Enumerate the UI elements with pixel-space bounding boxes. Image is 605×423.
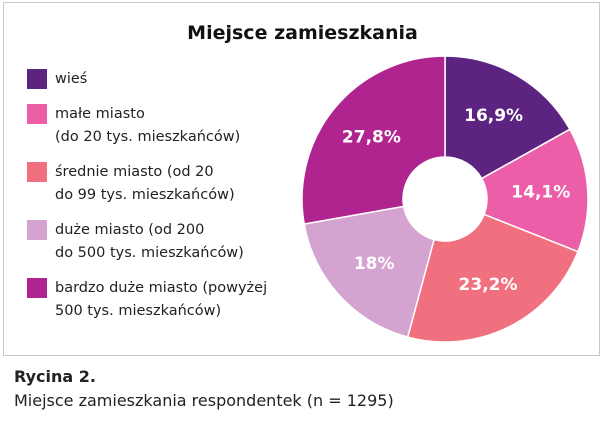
legend: wieś małe miasto (do 20 tys. mieszkańców)…	[27, 68, 267, 323]
donut-slice	[406, 213, 579, 343]
legend-swatch	[27, 162, 47, 182]
data-label: 16,9%	[464, 106, 523, 126]
legend-item: średnie miasto (od 20 do 99 tys. mieszka…	[27, 161, 267, 207]
donut-slice	[480, 128, 589, 253]
legend-label: bardzo duże miasto (powyżej 500 tys. mie…	[55, 280, 268, 319]
legend-swatch	[27, 278, 47, 298]
data-label: 23,2%	[459, 275, 518, 295]
legend-swatch	[27, 220, 47, 240]
legend-item: wieś	[27, 68, 267, 91]
chart-title: Miejsce zamieszkania	[187, 22, 418, 44]
donut-slice	[301, 55, 446, 225]
legend-item: bardzo duże miasto (powyżej 500 tys. mie…	[27, 277, 267, 323]
donut-slice	[444, 55, 571, 180]
data-label: 27,8%	[342, 127, 401, 147]
legend-label: duże miasto (od 200 do 500 tys. mieszkań…	[55, 222, 244, 261]
figure-label: Rycina 2.	[14, 367, 96, 386]
legend-swatch	[27, 104, 47, 124]
legend-label: wieś	[55, 71, 88, 87]
donut-slice	[303, 205, 435, 338]
legend-label: średnie miasto (od 20 do 99 tys. mieszka…	[55, 164, 235, 203]
data-label: 14,1%	[511, 183, 570, 203]
legend-item: duże miasto (od 200 do 500 tys. mieszkań…	[27, 219, 267, 265]
data-label: 18%	[354, 254, 395, 274]
legend-item: małe miasto (do 20 tys. mieszkańców)	[27, 103, 267, 149]
chart-frame	[3, 2, 600, 356]
legend-label: małe miasto (do 20 tys. mieszkańców)	[55, 106, 241, 145]
figure-caption: Miejsce zamieszkania respondentek (n = 1…	[14, 391, 394, 410]
legend-swatch	[27, 69, 47, 89]
